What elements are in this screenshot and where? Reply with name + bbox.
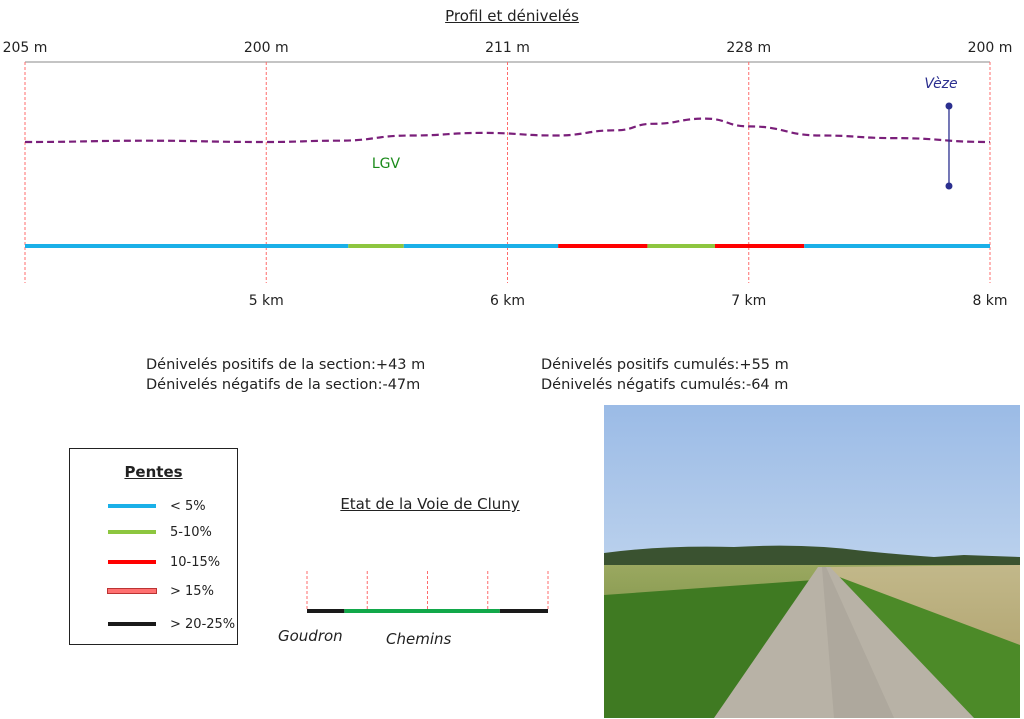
legend-label: < 5% <box>170 498 206 514</box>
altitude-label: 228 m <box>726 40 771 56</box>
elevation-profile-line <box>24 117 991 144</box>
legend-swatch <box>107 588 157 594</box>
legend-item: 5-10% <box>108 522 212 542</box>
legend-label: 5-10% <box>170 524 212 540</box>
label-chemins: Chemins <box>386 630 452 648</box>
cumulative-positive-elevation: Dénivelés positifs cumulés:+55 m <box>541 357 789 373</box>
road-state-chart <box>306 571 549 613</box>
section-positive-elevation: Dénivelés positifs de la section:+43 m <box>146 357 426 373</box>
legend-item: < 5% <box>108 496 206 516</box>
cumulative-negative-elevation: Dénivelés négatifs cumulés:-64 m <box>541 377 789 393</box>
veze-marker <box>945 102 953 190</box>
km-tick-label: 5 km <box>249 293 284 309</box>
legend-swatch <box>108 504 156 508</box>
legend-swatch <box>108 622 156 626</box>
label-goudron: Goudron <box>278 627 343 645</box>
page-title: Profil et dénivelés <box>445 7 579 25</box>
legend-label: 10-15% <box>170 554 221 570</box>
km-tick-label: 7 km <box>731 293 766 309</box>
legend-swatch <box>108 560 156 564</box>
km-tick-label: 8 km <box>972 293 1007 309</box>
legend-title: Pentes <box>124 463 183 481</box>
altitude-label: 200 m <box>968 40 1013 56</box>
road-state-title: Etat de la Voie de Cluny <box>340 495 520 513</box>
landscape-photo <box>604 405 1020 718</box>
section-negative-elevation: Dénivelés négatifs de la section:-47m <box>146 377 421 393</box>
legend-label: > 20-25% <box>170 616 236 632</box>
legend-swatch <box>108 530 156 534</box>
slope-legend: Pentes < 5% 5-10% 10-15% > 15% > 20-25% <box>69 448 238 645</box>
altitude-label: 200 m <box>244 40 289 56</box>
legend-label: > 15% <box>170 583 214 599</box>
altitude-label: 205 m <box>3 40 48 56</box>
legend-item: > 15% <box>107 581 214 601</box>
lgv-label: LGV <box>372 156 401 172</box>
km-tick-label: 6 km <box>490 293 525 309</box>
legend-item: 10-15% <box>108 552 220 572</box>
legend-item: > 20-25% <box>108 614 235 634</box>
altitude-label: 211 m <box>485 40 530 56</box>
profile-chart: 205 m 200 m 5 km 211 m 6 km 228 m 7 km 200 m 8 k… <box>3 40 1013 309</box>
veze-label: Vèze <box>924 76 957 92</box>
